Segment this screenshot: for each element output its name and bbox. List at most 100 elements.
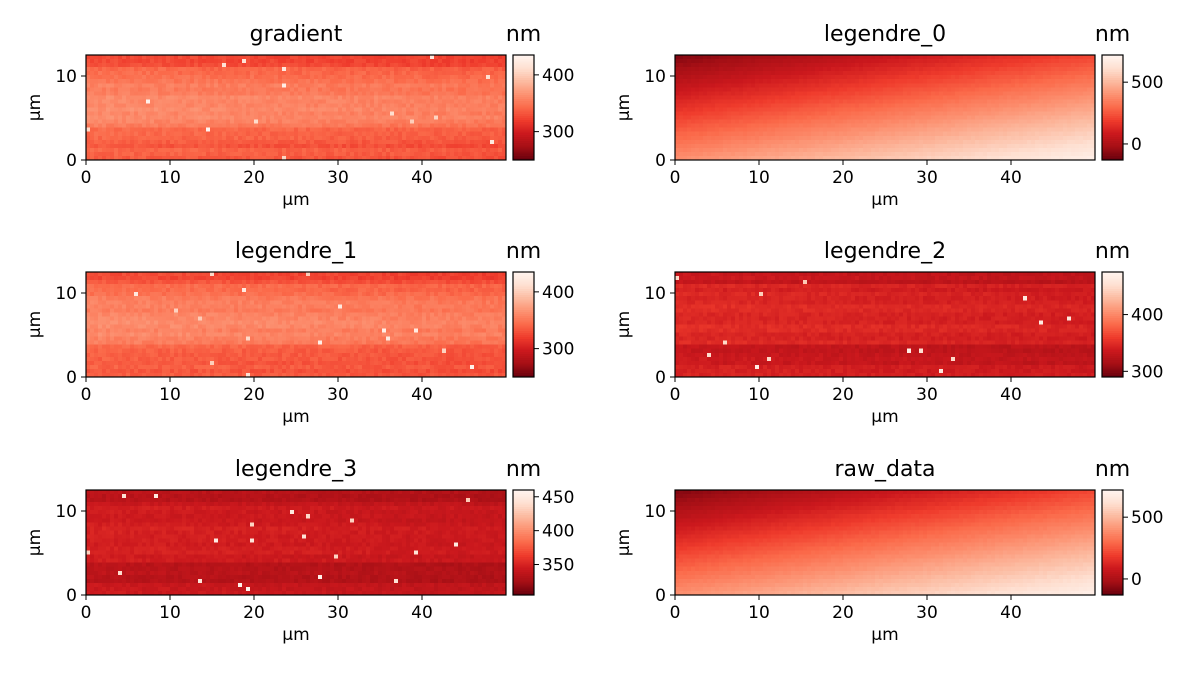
- heatmap-cell: [182, 135, 187, 141]
- heatmap-cell: [386, 127, 391, 133]
- heatmap-cell: [302, 155, 307, 161]
- heatmap-cell: [326, 107, 331, 112]
- heatmap-cell: [470, 143, 475, 149]
- heatmap-cell: [735, 59, 740, 64]
- heatmap-cell: [130, 119, 135, 125]
- heatmap-cell: [338, 83, 343, 88]
- heatmap-cell: [907, 95, 912, 100]
- heatmap-cell: [879, 71, 884, 76]
- heatmap-cell: [442, 119, 447, 125]
- heatmap-cell: [779, 95, 784, 100]
- heatmap-cell: [422, 131, 427, 137]
- heatmap-cell: [859, 99, 864, 104]
- heatmap-cell: [386, 155, 391, 161]
- heatmap-cell: [498, 107, 503, 112]
- heatmap-cell: [907, 55, 912, 60]
- heatmap-cell: [306, 63, 311, 68]
- heatmap-cell: [470, 59, 475, 64]
- heatmap-cell: [462, 83, 467, 88]
- heatmap-cell: [711, 107, 716, 112]
- heatmap-cell: [1055, 71, 1060, 76]
- heatmap-cell: [306, 123, 311, 129]
- heatmap-cell: [250, 123, 255, 129]
- heatmap-cell: [839, 135, 844, 141]
- heatmap-cell: [154, 71, 159, 76]
- heatmap-cell: [126, 155, 131, 161]
- heatmap-cell: [711, 75, 716, 80]
- heatmap-cell: [859, 119, 864, 125]
- heatmap-cell: [202, 143, 207, 149]
- heatmap-cell: [106, 135, 111, 141]
- heatmap-cell: [150, 99, 155, 104]
- heatmap-cell: [390, 87, 395, 92]
- heatmap-cell: [963, 79, 968, 84]
- heatmap-cell: [999, 87, 1004, 92]
- heatmap-cell: [430, 111, 435, 116]
- heatmap-cell: [306, 79, 311, 84]
- heatmap-cell: [819, 91, 824, 96]
- heatmap-cell: [851, 99, 856, 104]
- heatmap-cell: [282, 67, 287, 72]
- heatmap-cell: [470, 115, 475, 121]
- heatmap-cell: [1087, 67, 1092, 72]
- heatmap-cell: [462, 147, 467, 153]
- heatmap-cell: [1063, 99, 1068, 104]
- heatmap-cell: [991, 83, 996, 88]
- heatmap-cell: [230, 127, 235, 133]
- heatmap-cell: [374, 119, 379, 125]
- heatmap-cell: [923, 115, 928, 121]
- heatmap-cell: [198, 55, 203, 60]
- heatmap-cell: [699, 87, 704, 92]
- heatmap-cell: [1063, 71, 1068, 76]
- heatmap-cell: [218, 59, 223, 64]
- heatmap-cell: [715, 67, 720, 72]
- heatmap-cell: [118, 119, 123, 125]
- heatmap-cell: [999, 55, 1004, 60]
- heatmap-cell: [382, 119, 387, 125]
- heatmap-cell: [691, 99, 696, 104]
- heatmap-cell: [354, 67, 359, 72]
- heatmap-cell: [470, 87, 475, 92]
- heatmap-cell: [274, 103, 279, 108]
- heatmap-cell: [430, 83, 435, 88]
- heatmap-cell: [214, 87, 219, 92]
- heatmap-cell: [282, 63, 287, 68]
- heatmap-cell: [350, 95, 355, 100]
- heatmap-cell: [735, 103, 740, 108]
- heatmap-cell: [250, 67, 255, 72]
- heatmap-cell: [987, 99, 992, 104]
- heatmap-cell: [334, 139, 339, 145]
- heatmap-cell: [374, 71, 379, 76]
- heatmap-cell: [831, 115, 836, 121]
- heatmap-cell: [350, 123, 355, 129]
- heatmap-cell: [294, 75, 299, 80]
- heatmap-cell: [430, 147, 435, 153]
- heatmap-cell: [106, 147, 111, 153]
- heatmap-cell: [358, 107, 363, 112]
- heatmap-cell: [755, 59, 760, 64]
- heatmap-cell: [254, 123, 259, 129]
- heatmap-cell: [867, 71, 872, 76]
- heatmap-cell: [386, 71, 391, 76]
- heatmap-cell: [226, 151, 231, 157]
- heatmap-cell: [322, 79, 327, 84]
- heatmap-cell: [446, 135, 451, 141]
- heatmap-cell: [1035, 83, 1040, 88]
- heatmap-cell: [959, 103, 964, 108]
- heatmap-cell: [322, 139, 327, 145]
- heatmap-cell: [310, 127, 315, 133]
- heatmap-cell: [775, 71, 780, 76]
- heatmap-cell: [86, 75, 91, 80]
- heatmap-cell: [290, 111, 295, 116]
- heatmap-cell: [951, 75, 956, 80]
- heatmap-cell: [739, 103, 744, 108]
- heatmap-cell: [226, 95, 231, 100]
- heatmap-cell: [795, 83, 800, 88]
- heatmap-cell: [202, 71, 207, 76]
- heatmap-cell: [498, 59, 503, 64]
- heatmap-cell: [999, 123, 1004, 129]
- heatmap-cell: [426, 71, 431, 76]
- heatmap-cell: [971, 111, 976, 116]
- heatmap-cell: [498, 119, 503, 125]
- heatmap-cell: [919, 127, 924, 133]
